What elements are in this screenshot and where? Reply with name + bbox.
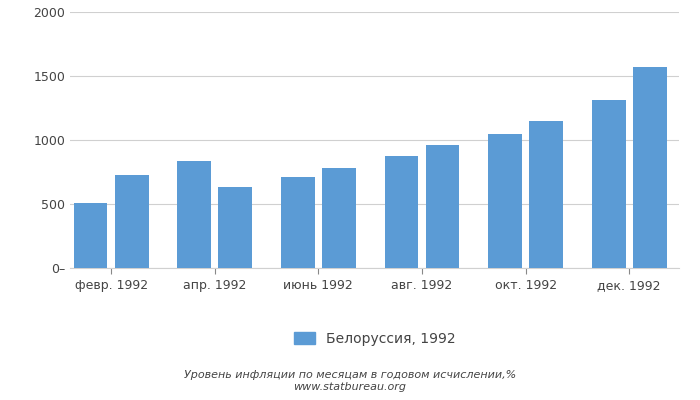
Bar: [322, 168, 356, 268]
Bar: [592, 100, 626, 268]
Bar: [633, 68, 666, 268]
Text: Уровень инфляции по месяцам в годовом исчислении,%: Уровень инфляции по месяцам в годовом ис…: [184, 370, 516, 380]
Bar: [384, 156, 419, 268]
Bar: [74, 203, 107, 268]
Bar: [115, 175, 148, 268]
Bar: [218, 187, 252, 268]
Bar: [488, 134, 522, 268]
Text: www.statbureau.org: www.statbureau.org: [293, 382, 407, 392]
Legend: Белоруссия, 1992: Белоруссия, 1992: [288, 326, 461, 351]
Bar: [177, 161, 211, 268]
Bar: [529, 121, 563, 268]
Bar: [281, 177, 315, 268]
Bar: [426, 145, 459, 268]
